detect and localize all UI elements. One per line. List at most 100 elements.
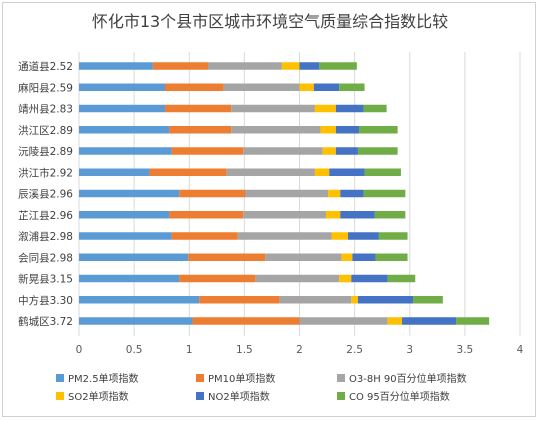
- x-tick-label: 2: [296, 344, 303, 356]
- legend-label: O3-8H 90百分位单项指数: [349, 372, 467, 385]
- bar-segment: [387, 274, 416, 283]
- bar-segment: [320, 126, 336, 134]
- x-tick-label: 1.5: [236, 344, 253, 356]
- bar-segment: [281, 62, 300, 70]
- legend-swatch: [337, 374, 345, 382]
- bar-segment: [79, 211, 170, 219]
- bar-segment: [237, 232, 332, 240]
- x-tick-label: 1: [186, 344, 193, 356]
- bar-segment: [245, 189, 329, 198]
- bar-segment: [149, 168, 227, 176]
- legend-swatch: [56, 374, 64, 382]
- category-label: 辰溪县2.96: [18, 189, 73, 201]
- category-label: 通道县2.52: [18, 60, 73, 73]
- legend-swatch: [337, 392, 345, 400]
- legend-label: SO2单项指数: [68, 390, 129, 403]
- bar-segment: [351, 274, 388, 283]
- bar-segment: [335, 147, 358, 155]
- x-tick-label: 2.5: [346, 344, 363, 356]
- bar-segment: [164, 83, 224, 91]
- bar-segment: [207, 62, 282, 70]
- bar-segment: [199, 296, 280, 304]
- bar-segment: [299, 62, 320, 70]
- category-labels: 通道县2.52 麻阳县2.59 靖州县2.83 洪江区2.89 沅陵县2.89 洪江市2.…: [18, 60, 73, 328]
- bar-segment: [79, 296, 200, 304]
- bar-segment: [79, 232, 172, 240]
- category-label: 麻阳县2.59: [18, 81, 73, 94]
- bars: [79, 62, 490, 325]
- bar-segment: [378, 232, 408, 240]
- bar-segment: [352, 253, 376, 261]
- bar-segment: [363, 189, 406, 198]
- bar-segment: [169, 126, 232, 134]
- bar-segment: [348, 232, 379, 240]
- bar-segment: [188, 253, 266, 261]
- bar-segment: [79, 147, 172, 155]
- category-label: 中方县3.30: [18, 294, 73, 307]
- bar-segment: [335, 104, 364, 113]
- bar-segment: [79, 104, 165, 113]
- bar-segment: [171, 232, 238, 240]
- bar-segment: [79, 274, 180, 283]
- bar-segment: [331, 232, 349, 240]
- legend-swatch: [196, 374, 204, 382]
- bar-segment: [339, 274, 352, 283]
- bar-segment: [226, 168, 315, 176]
- legend: PM2.5单项指数 PM10单项指数 O3-8H 90百分位单项指数 SO2单项指数 N…: [56, 372, 467, 403]
- bar-segment: [357, 147, 398, 155]
- bar-segment: [387, 317, 403, 325]
- bar-segment: [231, 126, 321, 134]
- category-label: 新晃县3.15: [18, 273, 73, 286]
- bar-segment: [351, 296, 358, 304]
- category-label: 溆浦县2.98: [18, 230, 73, 243]
- bar-segment: [179, 274, 256, 283]
- legend-swatch: [56, 392, 64, 400]
- bar-segment: [79, 62, 153, 70]
- bar-segment: [223, 83, 300, 91]
- bar-segment: [243, 211, 326, 219]
- bar-segment: [255, 274, 340, 283]
- bar-segment: [152, 62, 208, 70]
- bar-segment: [265, 253, 342, 261]
- bar-segment: [314, 168, 330, 176]
- bar-segment: [179, 189, 246, 198]
- bar-segment: [325, 211, 341, 219]
- x-tick-label: 0: [76, 344, 83, 356]
- category-label: 会同县2.98: [18, 251, 73, 264]
- bar-segment: [299, 317, 388, 325]
- bar-segment: [328, 189, 341, 198]
- bar-segment: [79, 317, 193, 325]
- category-label: 洪江市2.92: [18, 166, 73, 179]
- bar-segment: [79, 168, 150, 176]
- bar-segment: [314, 104, 336, 113]
- chart-title: 怀化市13个县市区城市环境空气质量综合指数比较: [92, 12, 448, 31]
- bar-segment: [171, 147, 244, 155]
- category-label: 芷江县2.96: [18, 209, 73, 222]
- chart-frame: [2, 2, 536, 417]
- bar-segment: [322, 147, 336, 155]
- bar-segment: [364, 168, 401, 176]
- bar-segment: [79, 253, 189, 261]
- bar-segment: [79, 126, 170, 134]
- bar-segment: [169, 211, 244, 219]
- bar-segment: [402, 317, 457, 325]
- bar-segment: [313, 83, 340, 91]
- x-tick-label: 0.5: [126, 344, 143, 356]
- bar-segment: [329, 168, 365, 176]
- bar-segment: [335, 126, 360, 134]
- legend-label: NO2单项指数: [208, 390, 270, 403]
- bar-segment: [359, 126, 398, 134]
- bar-segment: [339, 83, 365, 91]
- legend-swatch: [196, 392, 204, 400]
- bar-segment: [279, 296, 352, 304]
- category-label: 鹤城区3.72: [18, 315, 73, 328]
- bar-segment: [192, 317, 300, 325]
- bar-segment: [363, 104, 387, 113]
- x-tick-label: 3.5: [457, 344, 474, 356]
- bar-segment: [299, 83, 314, 91]
- bar-segment: [79, 83, 165, 91]
- bar-segment: [340, 189, 364, 198]
- category-label: 靖州县2.83: [18, 103, 73, 116]
- legend-label: PM2.5单项指数: [68, 372, 139, 385]
- category-label: 沅陵县2.89: [18, 145, 73, 158]
